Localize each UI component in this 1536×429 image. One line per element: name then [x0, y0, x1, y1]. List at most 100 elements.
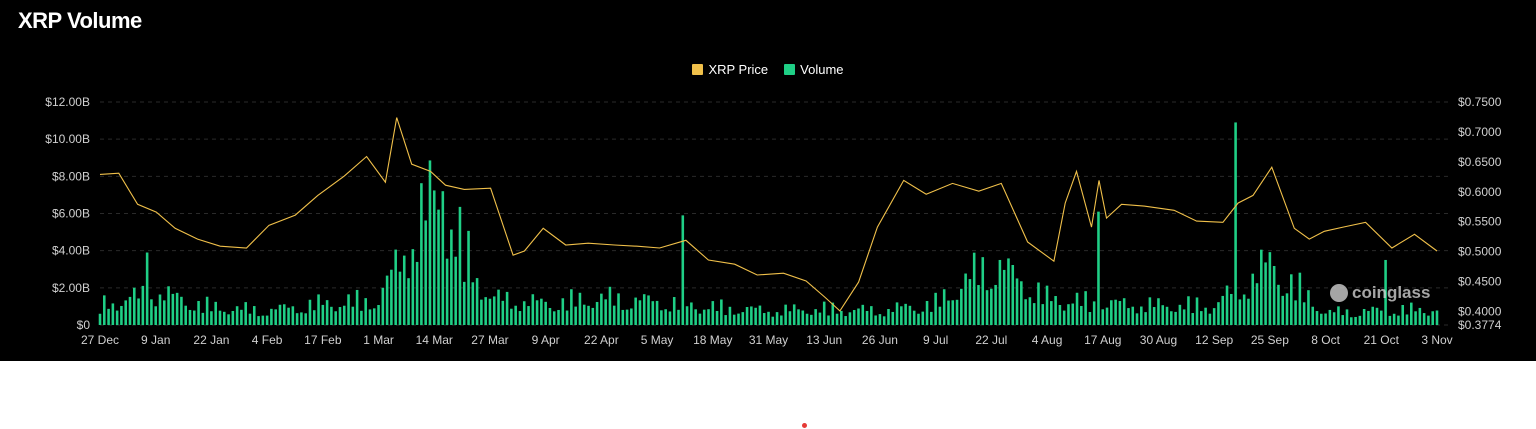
- volume-bar: [797, 309, 800, 325]
- volume-bar: [1174, 311, 1177, 325]
- x-tick-label: 31 May: [749, 333, 788, 347]
- volume-bar: [1311, 306, 1315, 325]
- volume-bar: [334, 311, 337, 325]
- volume-bar: [1247, 298, 1250, 325]
- volume-bar: [265, 315, 269, 325]
- legend-item-price[interactable]: XRP Price: [692, 62, 768, 77]
- volume-bar: [827, 315, 830, 325]
- volume-bar: [595, 301, 599, 325]
- volume-bar: [274, 309, 277, 325]
- volume-bar: [325, 300, 329, 325]
- volume-bar: [1384, 259, 1387, 325]
- volume-bar: [1148, 297, 1152, 325]
- volume-bar: [1067, 304, 1070, 325]
- volume-bar: [450, 229, 453, 325]
- volume-bar: [651, 301, 655, 325]
- volume-bar: [1341, 315, 1345, 325]
- volume-bar: [857, 308, 860, 325]
- volume-bar: [1328, 309, 1332, 325]
- volume-bar: [505, 291, 509, 325]
- volume-bar: [1427, 315, 1430, 325]
- x-tick-label: 30 Aug: [1140, 333, 1177, 347]
- x-tick-label: 8 Oct: [1311, 333, 1340, 347]
- volume-bar: [1238, 299, 1242, 325]
- volume-bar: [870, 306, 873, 325]
- volume-bar: [171, 293, 175, 325]
- right-tick-label: $0.6500: [1458, 155, 1502, 169]
- volume-bar: [758, 305, 762, 325]
- volume-bar: [471, 282, 475, 325]
- volume-bar: [1397, 315, 1400, 325]
- volume-bar: [617, 293, 620, 325]
- volume-bar: [222, 311, 226, 325]
- volume-bar: [732, 314, 736, 325]
- volume-bar: [150, 299, 153, 325]
- volume-bar: [317, 294, 320, 325]
- volume-bar: [1298, 272, 1302, 325]
- watermark: coinglass: [1330, 283, 1430, 303]
- volume-bar: [210, 311, 213, 325]
- volume-bar: [1062, 310, 1066, 325]
- volume-bar: [587, 305, 590, 325]
- volume-bar: [128, 296, 132, 325]
- volume-bar: [578, 292, 582, 325]
- legend-item-volume[interactable]: Volume: [784, 62, 844, 77]
- volume-bar: [1050, 301, 1053, 325]
- volume-bar: [158, 294, 162, 325]
- volume-bar: [900, 306, 903, 325]
- volume-bar: [1144, 312, 1147, 325]
- volume-bar: [960, 288, 963, 325]
- volume-bar: [145, 252, 149, 325]
- right-tick-label: $0.5500: [1458, 215, 1502, 229]
- volume-bar: [248, 313, 252, 325]
- volume-bar: [1315, 311, 1319, 325]
- volume-bar: [638, 300, 642, 325]
- volume-bar: [1251, 273, 1255, 325]
- volume-bar: [720, 299, 723, 325]
- x-tick-label: 22 Apr: [584, 333, 619, 347]
- volume-bar: [321, 304, 325, 325]
- volume-bar: [432, 190, 436, 325]
- volume-bar: [724, 315, 727, 325]
- volume-bar: [762, 313, 766, 325]
- volume-bar: [115, 310, 119, 325]
- volume-bars: [98, 122, 1439, 325]
- volume-bar: [244, 302, 247, 325]
- volume-bar: [372, 308, 376, 325]
- volume-bar: [608, 286, 612, 325]
- volume-bar: [1401, 304, 1405, 325]
- volume-bar: [737, 313, 740, 325]
- volume-bar: [848, 312, 852, 325]
- volume-bar: [604, 299, 607, 325]
- volume-bar: [647, 295, 650, 325]
- volume-bar: [754, 307, 757, 325]
- volume-bar: [1131, 306, 1135, 325]
- x-tick-label: 12 Sep: [1195, 333, 1233, 347]
- x-tick-label: 3 Nov: [1421, 333, 1452, 347]
- volume-bar: [124, 300, 127, 325]
- volume-bar: [1320, 313, 1323, 325]
- volume-bar: [955, 299, 959, 325]
- volume-price-chart: $0 $2.00B $4.00B $6.00B $8.00B $10.00B $12.00B…: [45, 95, 1502, 347]
- x-tick-label: 27 Dec: [81, 333, 119, 347]
- volume-bar: [252, 306, 256, 325]
- volume-bar: [1122, 298, 1126, 325]
- volume-bar: [488, 298, 492, 325]
- volume-bar: [1414, 311, 1417, 325]
- volume-bar: [865, 310, 869, 325]
- volume-bar: [390, 269, 393, 325]
- volume-bar: [162, 300, 166, 325]
- volume-bar: [364, 298, 367, 325]
- volume-bar: [540, 298, 543, 325]
- volume-bar: [664, 309, 667, 325]
- volume-bar: [1118, 301, 1122, 325]
- volume-bar: [484, 297, 487, 325]
- volume-bar: [964, 273, 967, 325]
- volume-bar: [1375, 307, 1379, 325]
- volume-bar: [861, 304, 865, 325]
- volume-bar: [510, 308, 513, 325]
- volume-bar: [1230, 293, 1233, 325]
- volume-bar: [514, 305, 517, 325]
- volume-bar: [1337, 306, 1340, 325]
- left-tick-label: $8.00B: [52, 169, 90, 183]
